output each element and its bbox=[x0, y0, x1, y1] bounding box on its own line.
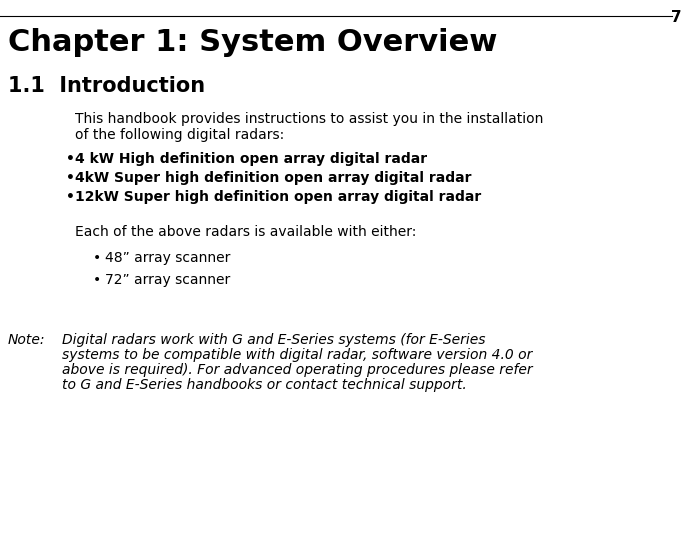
Text: Chapter 1: System Overview: Chapter 1: System Overview bbox=[8, 28, 498, 57]
Text: to G and E-Series handbooks or contact technical support.: to G and E-Series handbooks or contact t… bbox=[62, 378, 467, 392]
Text: 7: 7 bbox=[671, 10, 682, 25]
Text: 4kW Super high definition open array digital radar: 4kW Super high definition open array dig… bbox=[75, 171, 471, 185]
Text: This handbook provides instructions to assist you in the installation: This handbook provides instructions to a… bbox=[75, 112, 544, 126]
Text: 1.1  Introduction: 1.1 Introduction bbox=[8, 76, 205, 96]
Text: above is required). For advanced operating procedures please refer: above is required). For advanced operati… bbox=[62, 363, 533, 377]
Text: •: • bbox=[66, 152, 75, 166]
Text: 4 kW High definition open array digital radar: 4 kW High definition open array digital … bbox=[75, 152, 427, 166]
Text: •: • bbox=[93, 251, 101, 265]
Text: •: • bbox=[66, 190, 75, 204]
Text: •: • bbox=[66, 171, 75, 185]
Text: of the following digital radars:: of the following digital radars: bbox=[75, 128, 284, 142]
Text: 72” array scanner: 72” array scanner bbox=[105, 273, 230, 287]
Text: •: • bbox=[93, 273, 101, 287]
Text: systems to be compatible with digital radar, software version 4.0 or: systems to be compatible with digital ra… bbox=[62, 348, 533, 362]
Text: 12kW Super high definition open array digital radar: 12kW Super high definition open array di… bbox=[75, 190, 481, 204]
Text: Each of the above radars is available with either:: Each of the above radars is available wi… bbox=[75, 225, 416, 239]
Text: Digital radars work with G and E-Series systems (for E-Series: Digital radars work with G and E-Series … bbox=[62, 333, 486, 347]
Text: 48” array scanner: 48” array scanner bbox=[105, 251, 231, 265]
Text: Note:: Note: bbox=[8, 333, 45, 347]
